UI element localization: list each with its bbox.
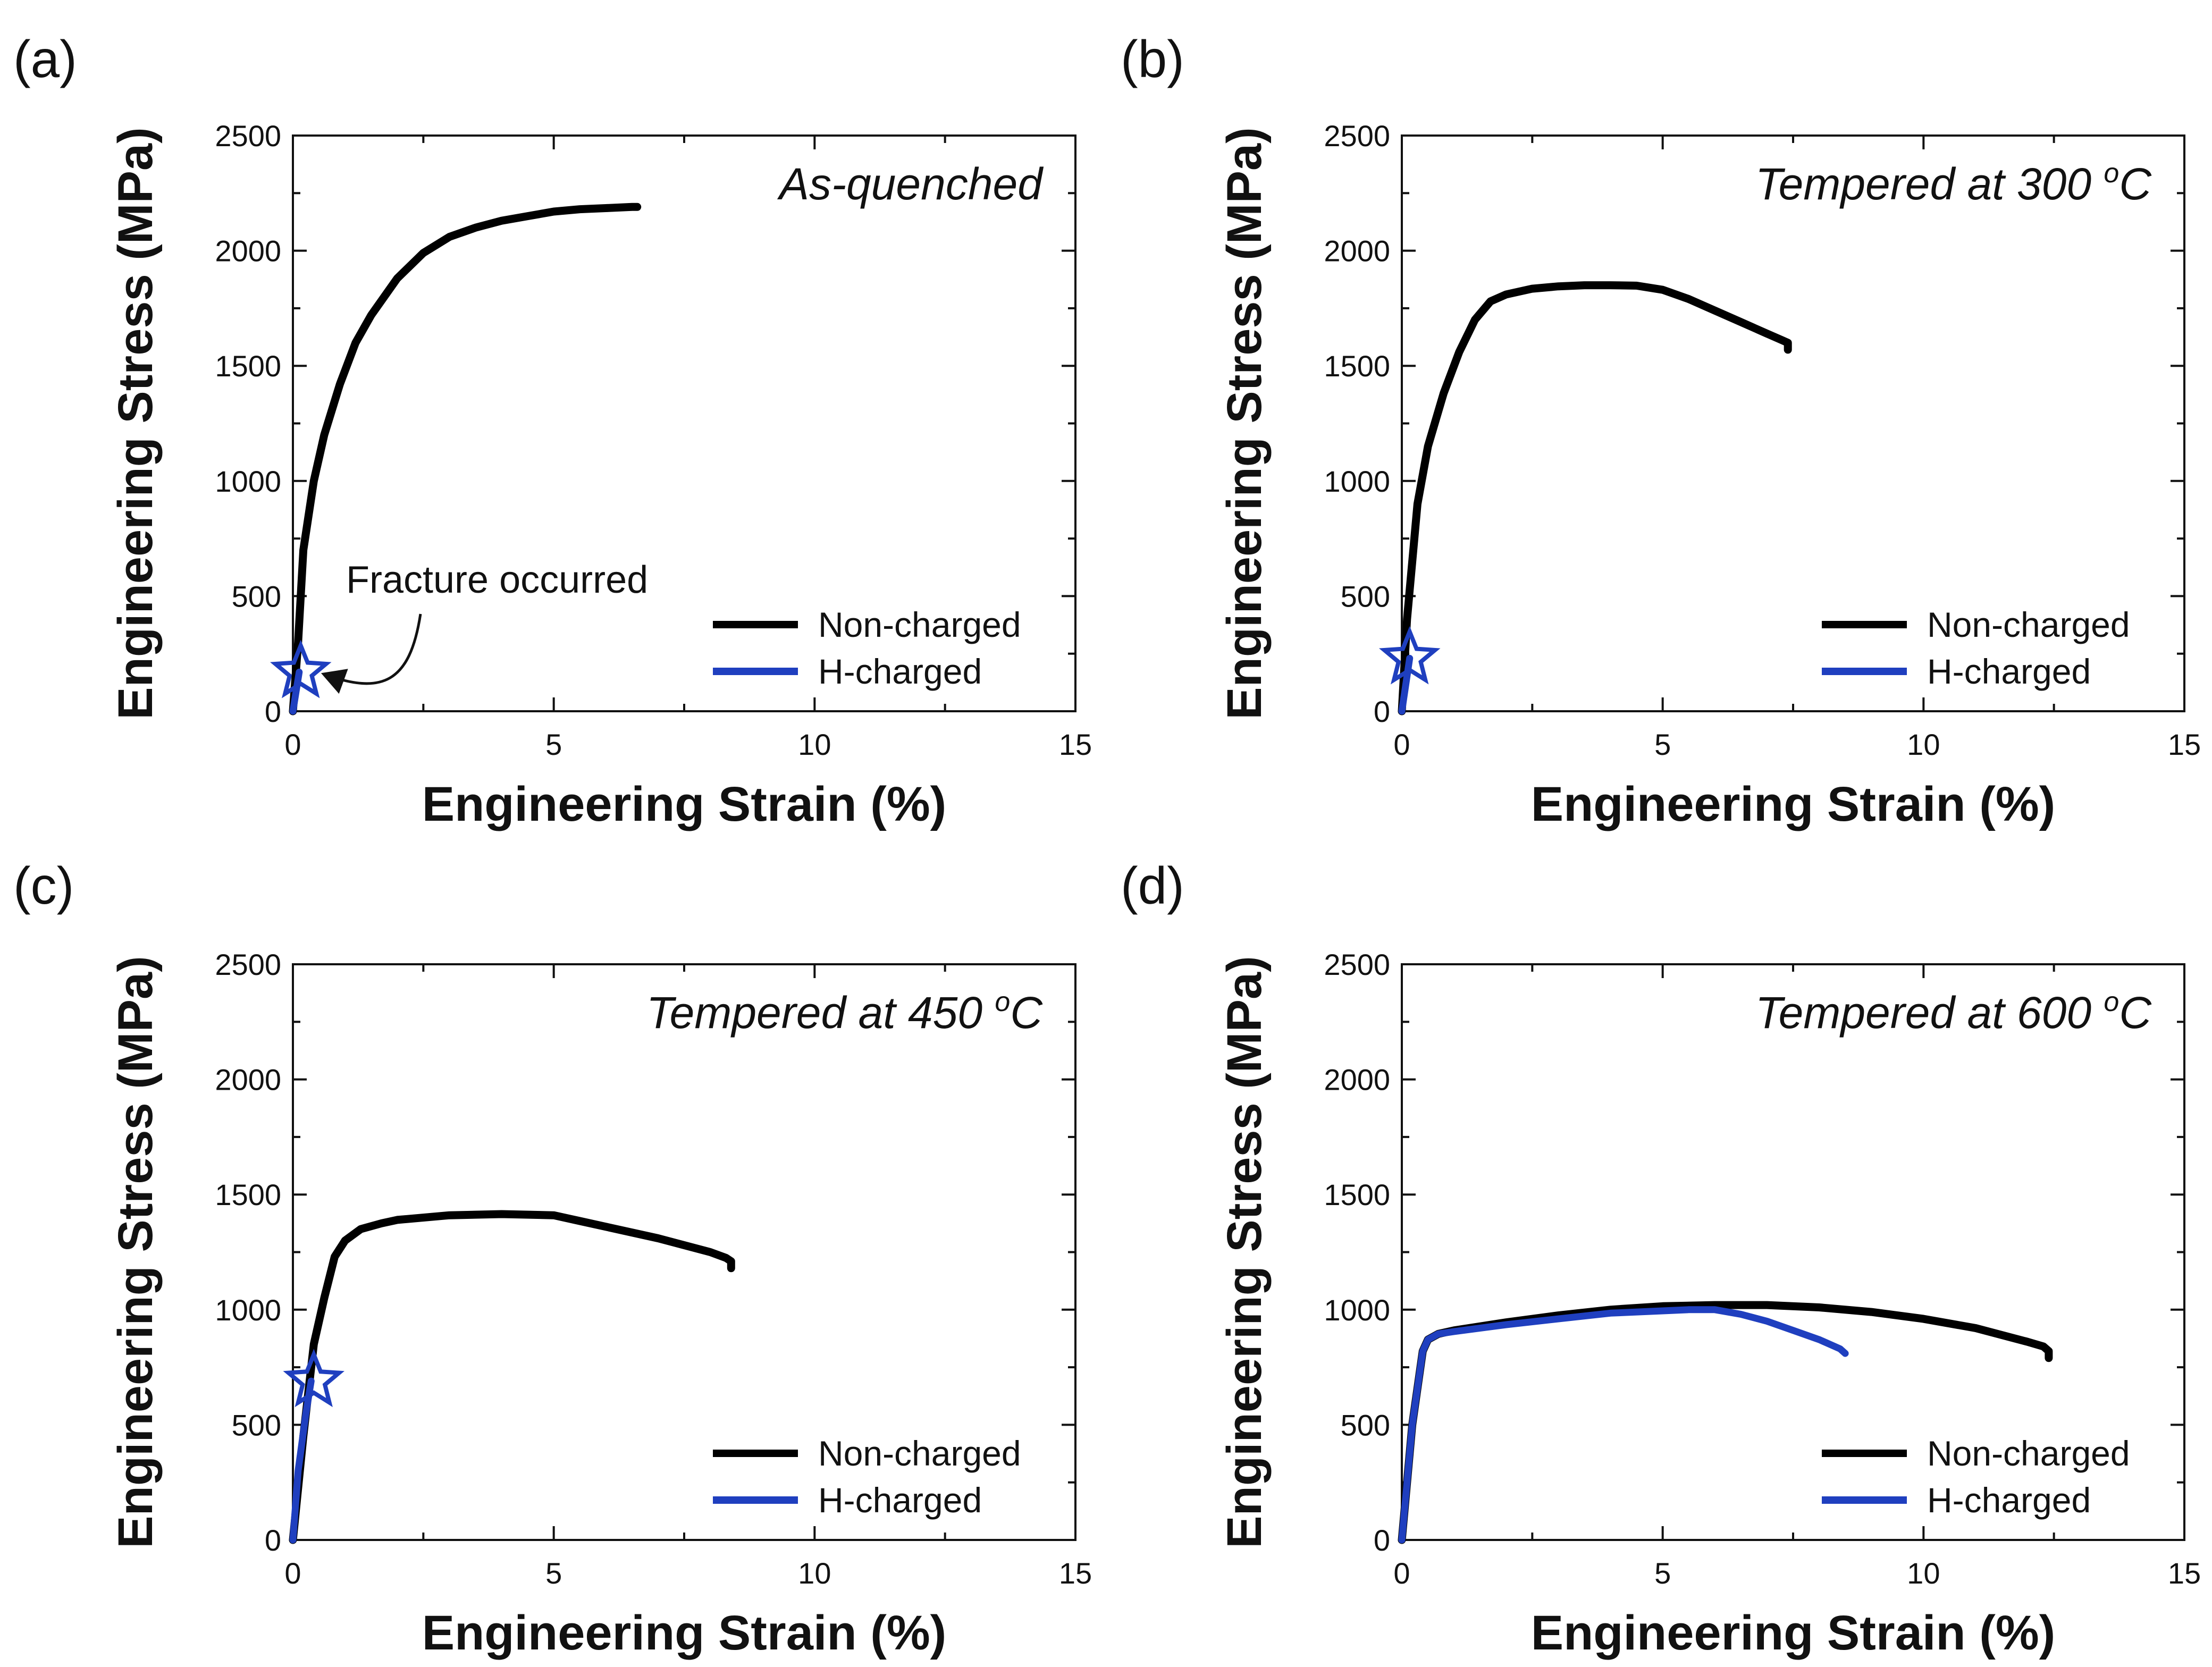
series-line-h-charged — [289, 668, 303, 715]
panel-b: (b) 0 5 10 15 0 500 1000 1500 2000 2500 Engineering… — [1121, 30, 2201, 831]
y-tick-label: 500 — [232, 579, 281, 613]
x-axis-title: Engineering Strain (%) — [1531, 777, 2056, 831]
x-tick-label: 10 — [1907, 1556, 1940, 1590]
fracture-star-marker — [270, 639, 332, 698]
series-line-h-charged — [1398, 1306, 1849, 1544]
legend: Non-charged H-charged — [1822, 605, 2130, 691]
x-tick-label: 0 — [284, 728, 301, 761]
degree-superscript: o — [995, 987, 1010, 1017]
y-tick-label: 2500 — [1324, 948, 1390, 981]
condition-text: As-quenched — [777, 159, 1044, 209]
condition-text: Tempered at 300 — [1755, 159, 2104, 209]
degree-superscript: o — [2104, 987, 2119, 1017]
condition-label: Tempered at 600 oC — [1755, 987, 2152, 1038]
y-tick-label: 1000 — [215, 465, 281, 498]
legend-label: H-charged — [818, 1480, 982, 1520]
y-tick-label: 1500 — [215, 349, 281, 383]
fracture-annotation-arrow — [321, 613, 422, 694]
y-tick-label: 0 — [265, 1523, 281, 1557]
y-tick-label: 2000 — [1324, 1063, 1390, 1097]
x-axis-title: Engineering Strain (%) — [422, 1606, 947, 1660]
legend-label: H-charged — [818, 652, 982, 691]
y-tick-label: 500 — [232, 1408, 281, 1442]
y-tick-label: 500 — [1341, 1408, 1390, 1442]
x-tick-label: 0 — [1393, 1556, 1410, 1590]
panel-label: (b) — [1121, 30, 1184, 88]
y-tick-label: 2500 — [215, 948, 281, 981]
x-axis-title: Engineering Strain (%) — [422, 777, 947, 831]
condition-text: Tempered at 600 — [1755, 988, 2104, 1038]
x-tick-label: 10 — [798, 728, 831, 761]
y-tick-label: 0 — [265, 695, 281, 728]
y-tick-label: 2000 — [215, 234, 281, 268]
y-tick-label: 1000 — [215, 1293, 281, 1327]
y-tick-label: 0 — [1374, 1523, 1390, 1557]
panel-label: (c) — [13, 856, 74, 915]
panel-a: (a) 0 5 10 15 0 500 1000 1500 2000 2500 Engineering… — [13, 30, 1092, 831]
y-tick-label: 2000 — [1324, 234, 1390, 268]
legend: Non-charged H-charged — [1822, 1434, 2130, 1520]
fracture-annotation-text: Fracture occurred — [346, 559, 648, 601]
y-axis-title: Engineering Stress (MPa) — [1217, 956, 1272, 1548]
y-axis-title: Engineering Stress (MPa) — [1217, 127, 1272, 719]
condition-text: Tempered at 450 — [646, 988, 995, 1038]
series-line-h-charged — [1398, 654, 1414, 715]
condition-label: As-quenched — [777, 159, 1044, 209]
y-tick-label: 0 — [1374, 695, 1390, 728]
x-tick-label: 15 — [1059, 728, 1092, 761]
condition-label: Tempered at 450 oC — [646, 987, 1043, 1038]
series-line-non-charged — [1398, 281, 1792, 715]
legend-label: Non-charged — [1927, 605, 2130, 644]
y-tick-label: 500 — [1341, 579, 1390, 613]
y-axis-title: Engineering Stress (MPa) — [108, 127, 163, 719]
y-tick-label: 2000 — [215, 1063, 281, 1097]
x-axis-title: Engineering Strain (%) — [1531, 1606, 2056, 1660]
x-tick-label: 5 — [545, 1556, 562, 1590]
unit-suffix: C — [1010, 988, 1043, 1038]
legend-label: Non-charged — [818, 605, 1021, 644]
x-tick-label: 5 — [1654, 728, 1671, 761]
x-tick-label: 15 — [2168, 1556, 2201, 1590]
panel-label: (a) — [13, 30, 77, 88]
x-tick-label: 5 — [545, 728, 562, 761]
y-tick-label: 1000 — [1324, 465, 1390, 498]
y-tick-label: 1500 — [215, 1178, 281, 1211]
x-tick-label: 15 — [1059, 1556, 1092, 1590]
series-line-non-charged — [289, 1210, 735, 1544]
degree-superscript: o — [2104, 158, 2119, 189]
x-tick-label: 5 — [1654, 1556, 1671, 1590]
y-tick-label: 2500 — [215, 119, 281, 153]
x-tick-label: 0 — [1393, 728, 1410, 761]
fracture-star-marker — [283, 1349, 344, 1408]
legend: Non-charged H-charged — [713, 1434, 1021, 1520]
unit-suffix: C — [2119, 159, 2152, 209]
condition-label: Tempered at 300 oC — [1755, 158, 2152, 209]
legend-label: Non-charged — [818, 1434, 1021, 1473]
x-tick-label: 0 — [284, 1556, 301, 1590]
legend: Non-charged H-charged — [713, 605, 1021, 691]
panel-d: (d) 0 5 10 15 0 500 1000 1500 2000 2500 Engineering… — [1121, 856, 2201, 1660]
x-tick-label: 15 — [2168, 728, 2201, 761]
legend-label: Non-charged — [1927, 1434, 2130, 1473]
y-axis-title: Engineering Stress (MPa) — [108, 956, 163, 1548]
y-tick-label: 1000 — [1324, 1293, 1390, 1327]
y-tick-label: 1500 — [1324, 1178, 1390, 1211]
panel-label: (d) — [1121, 856, 1184, 915]
y-tick-label: 2500 — [1324, 119, 1390, 153]
series-line-non-charged — [289, 203, 642, 715]
x-tick-label: 10 — [798, 1556, 831, 1590]
legend-label: H-charged — [1927, 652, 2091, 691]
x-tick-label: 10 — [1907, 728, 1940, 761]
fracture-star-marker — [1379, 626, 1441, 685]
legend-label: H-charged — [1927, 1480, 2091, 1520]
panel-c: (c) 0 5 10 15 0 500 1000 1500 2000 2500 Engineering… — [13, 856, 1092, 1660]
unit-suffix: C — [2119, 988, 2152, 1038]
y-tick-label: 1500 — [1324, 349, 1390, 383]
